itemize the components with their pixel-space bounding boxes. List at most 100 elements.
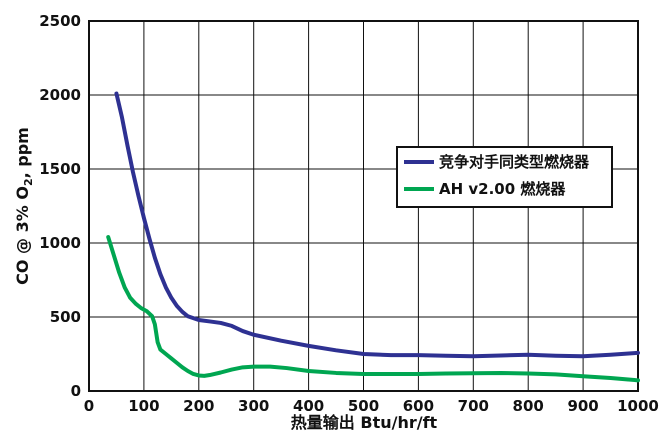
series-2-point-23 [241, 365, 245, 369]
legend-label-series-2: AH v2.00 燃烧器 [439, 180, 566, 198]
series-1-point-23 [361, 352, 366, 356]
series-2-point-8 [150, 314, 154, 318]
x-tick-label-9: 900 [567, 397, 598, 415]
x-tick-label-0: 0 [84, 397, 94, 415]
legend-frame [396, 146, 613, 208]
series-1-point-26 [444, 354, 448, 358]
series-1-point-2 [125, 143, 130, 147]
x-axis-ticks: 0 100 200 300 400 500 600 700 800 900 1000 [84, 397, 659, 415]
series-2-point-18 [197, 373, 201, 378]
series-2-point-31 [416, 372, 420, 376]
series-2-point-36 [554, 372, 558, 377]
y-tick-label-1: 500 [50, 308, 81, 326]
x-tick-label-6: 600 [403, 397, 434, 415]
series-1-point-22 [334, 348, 338, 352]
series-1-point-8 [158, 272, 162, 276]
series-1-point-21 [307, 344, 311, 348]
series-1-point-3 [131, 170, 135, 174]
series-2-point-27 [307, 369, 311, 373]
series-1-point-32 [608, 353, 613, 357]
series-2-point-21 [219, 370, 223, 375]
x-tick-label-5: 500 [348, 397, 379, 415]
x-tick-label-8: 800 [513, 397, 544, 415]
series-1-point-6 [147, 236, 151, 241]
series-1-point-11 [175, 304, 179, 308]
series-2-point-39 [636, 378, 640, 382]
series-2-point-3 [123, 285, 127, 289]
series-1-point-10 [169, 296, 173, 300]
series-1-point-13 [186, 314, 190, 318]
series-2-point-34 [499, 371, 503, 375]
series-1-point-5 [142, 216, 146, 220]
legend: 竞争对手同类型燃烧器 AH v2.00 燃烧器 [396, 146, 613, 208]
series-2-point-37 [581, 374, 585, 378]
series-layer [106, 91, 640, 383]
series-1-point-18 [241, 329, 245, 333]
y-tick-label-5: 2500 [39, 12, 81, 30]
series-2-point-22 [230, 367, 234, 372]
y-tick-label-2: 1000 [39, 234, 81, 252]
series-1-point-1 [120, 115, 124, 119]
series-2-point-5 [134, 302, 138, 306]
series-2-point-12 [164, 352, 168, 356]
y-axis-title-suffix: , ppm [13, 127, 32, 178]
x-tick-label-10: 1000 [617, 397, 659, 415]
series-1-point-31 [581, 354, 585, 358]
y-axis-title-subscript: 2 [22, 178, 35, 186]
series-2-point-10 [156, 340, 160, 344]
y-tick-label-3: 1500 [39, 160, 81, 178]
y-tick-label-4: 2000 [39, 86, 81, 104]
series-1-point-14 [197, 318, 201, 322]
series-1-point-0 [114, 91, 119, 96]
series-2-point-15 [180, 365, 184, 369]
series-2-point-20 [208, 373, 212, 377]
series-2-point-11 [158, 347, 162, 352]
series-1-point-17 [230, 324, 234, 328]
y-axis-ticks: 0 500 1000 1500 2000 2500 [39, 12, 81, 400]
series-2-point-17 [191, 372, 195, 376]
legend-label-series-1: 竞争对手同类型燃烧器 [439, 153, 590, 171]
series-1-point-33 [636, 351, 640, 355]
y-axis-title: CO @ 3% O2, ppm [13, 127, 35, 285]
series-2-point-7 [145, 309, 149, 313]
series-2-point-9 [153, 322, 157, 326]
series-1-point-29 [526, 353, 530, 357]
x-tick-label-2: 200 [183, 397, 214, 415]
series-2-point-13 [169, 356, 173, 361]
series-2-point-0 [106, 235, 110, 239]
series-1-point-15 [208, 319, 212, 324]
series-2-point-19 [202, 374, 206, 378]
series-1-point-20 [279, 339, 283, 343]
series-1-point-25 [416, 353, 420, 357]
series-2-point-28 [334, 371, 338, 375]
y-axis-title-prefix: CO @ 3% O [13, 186, 32, 285]
series-2-point-14 [175, 361, 179, 365]
series-2-point-38 [608, 376, 613, 380]
series-1-point-12 [180, 310, 184, 314]
series-1-point-19 [252, 333, 256, 337]
series-1-point-4 [136, 194, 141, 198]
series-2-point-25 [268, 364, 272, 369]
series-2-point-33 [471, 371, 475, 375]
x-tick-label-3: 300 [238, 397, 269, 415]
series-2-point-26 [285, 366, 289, 370]
series-2-point-4 [128, 296, 132, 300]
x-tick-label-4: 400 [293, 397, 324, 415]
y-tick-label-0: 0 [71, 382, 81, 400]
series-2-point-16 [186, 369, 190, 373]
series-2-point-6 [139, 306, 143, 310]
series-2-point-35 [526, 371, 530, 376]
series-2-point-32 [444, 371, 448, 376]
series-1-point-9 [164, 285, 168, 289]
series-2-point-30 [389, 372, 393, 376]
series-2-point-2 [117, 271, 121, 275]
plot-frame [88, 20, 639, 392]
series-1-point-7 [153, 256, 157, 260]
x-axis-title: 热量输出 Btu/hr/ft [291, 413, 438, 432]
x-tick-label-1: 100 [128, 397, 159, 415]
series-1-point-30 [554, 354, 558, 358]
series-2-point-29 [361, 372, 366, 376]
series-1-point-27 [471, 354, 475, 358]
